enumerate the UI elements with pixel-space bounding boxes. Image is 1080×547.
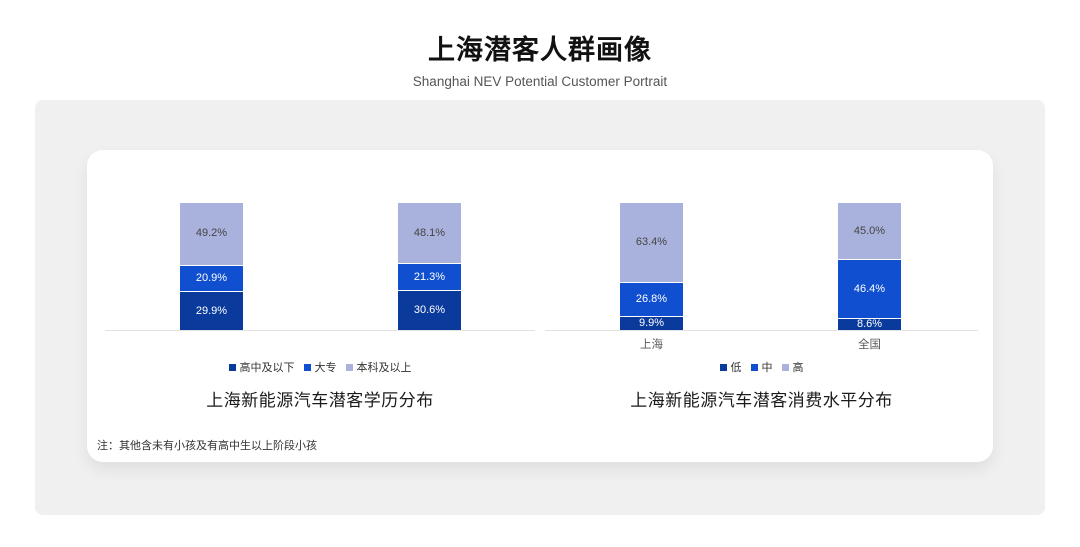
bar-segment: 21.3% [398, 264, 461, 292]
bar-segment: 20.9% [180, 265, 243, 293]
segment-data-label: 45.0% [853, 224, 886, 237]
chart-title: 上海新能源汽车潜客消费水平分布 [630, 391, 893, 410]
segment-data-label: 63.4% [635, 236, 668, 249]
bar-segment: 8.6% [838, 319, 901, 330]
legend-swatch [781, 363, 789, 371]
legend-item: 高中及以下 [228, 359, 295, 375]
charts-card: 29.9% 20.9% 49.2% 30.6% 21.3% 48.1% 高中及以下 大专 本科… [87, 150, 993, 462]
bar-segment: 9.9% [620, 317, 683, 330]
legend-swatch [228, 363, 236, 371]
segment-data-label: 29.9% [195, 304, 228, 317]
legend-label: 大专 [314, 362, 337, 374]
legend-item: 本科及以上 [345, 359, 412, 375]
segment-data-label: 49.2% [195, 227, 228, 240]
legend-item: 低 [719, 359, 742, 375]
bar-segment: 45.0% [838, 202, 901, 261]
bar-segment: 46.4% [838, 260, 901, 319]
x-axis-line [105, 330, 535, 331]
segment-data-label: 9.9% [638, 317, 665, 330]
legend: 高中及以下 大专 本科及以上 [105, 359, 535, 375]
legend-swatch [303, 363, 311, 371]
bar-segment: 48.1% [398, 203, 461, 265]
segment-data-label: 30.6% [413, 304, 446, 317]
segment-data-label: 46.4% [853, 282, 886, 295]
legend-swatch [719, 363, 727, 371]
legend-item: 高 [781, 359, 804, 375]
chart-consumption-distribution: 9.9% 26.8% 63.4% 8.6% 46.4% 45.0% 低 中 高 上海新能源汽车… [545, 200, 978, 420]
legend-label: 高 [792, 362, 804, 374]
legend-label: 低 [730, 362, 742, 374]
segment-data-label: 26.8% [635, 293, 668, 306]
page-title: 上海潜客人群画像 [428, 35, 652, 65]
category-label: 全国 [858, 339, 881, 351]
stacked-bar: 9.9% 26.8% 63.4% [620, 202, 683, 330]
segment-data-label: 8.6% [856, 318, 883, 330]
category-label: 上海 [640, 339, 663, 351]
chart-title: 上海新能源汽车潜客学历分布 [206, 391, 434, 410]
segment-data-label: 48.1% [413, 226, 446, 239]
bar-segment: 26.8% [620, 283, 683, 318]
legend-swatch [345, 363, 353, 371]
legend-item: 大专 [303, 359, 337, 375]
segment-data-label: 20.9% [195, 271, 228, 284]
bar-segment: 30.6% [398, 291, 461, 330]
page-subtitle: Shanghai NEV Potential Customer Portrait [412, 74, 668, 89]
legend-item: 中 [750, 359, 773, 375]
segment-data-label: 21.3% [413, 270, 446, 283]
legend-label: 中 [761, 362, 773, 374]
plot-area: 29.9% 20.9% 49.2% 30.6% 21.3% 48.1% [105, 200, 535, 331]
legend-label: 本科及以上 [356, 362, 412, 374]
x-axis-line [545, 330, 978, 331]
legend: 低中高 [545, 359, 978, 375]
report-header: 上海潜客人群画像 Shanghai NEV Potential Customer… [0, 28, 1080, 89]
legend-label: 高中及以下 [239, 362, 295, 374]
stacked-bar: 29.9% 20.9% 49.2% [180, 203, 243, 330]
bar-segment: 29.9% [180, 292, 243, 330]
stacked-bar: 8.6% 46.4% 45.0% [838, 202, 901, 330]
footnote: 注：其他含未有小孩及有高中生以上阶段小孩 [97, 440, 317, 452]
bar-segment: 63.4% [620, 202, 683, 284]
bar-segment: 49.2% [180, 203, 243, 266]
chart-education-distribution: 29.9% 20.9% 49.2% 30.6% 21.3% 48.1% 高中及以下 大专 本科… [105, 200, 535, 420]
stacked-bar: 30.6% 21.3% 48.1% [398, 203, 461, 330]
plot-area: 9.9% 26.8% 63.4% 8.6% 46.4% 45.0% [545, 200, 978, 331]
legend-swatch [750, 363, 758, 371]
